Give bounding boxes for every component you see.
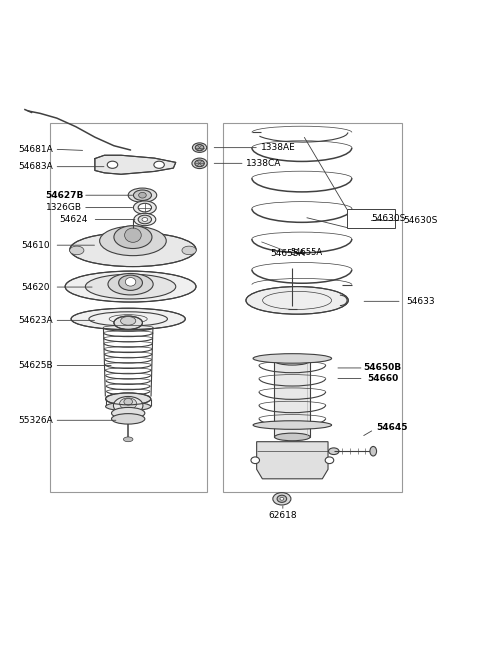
Bar (275, 361, 310, 437)
Text: 54624: 54624 (59, 215, 88, 224)
Ellipse shape (328, 448, 339, 455)
Ellipse shape (275, 433, 310, 441)
Ellipse shape (192, 143, 207, 153)
Ellipse shape (133, 190, 152, 200)
Text: 54645: 54645 (376, 423, 408, 432)
Ellipse shape (113, 396, 143, 415)
Ellipse shape (273, 493, 291, 505)
Polygon shape (95, 155, 176, 174)
Bar (49, 123, 207, 492)
Ellipse shape (120, 398, 137, 409)
Ellipse shape (128, 188, 157, 202)
Ellipse shape (107, 161, 118, 168)
Ellipse shape (106, 393, 151, 405)
Ellipse shape (108, 274, 153, 295)
Ellipse shape (138, 203, 152, 212)
Text: 54650B: 54650B (364, 364, 402, 373)
Ellipse shape (119, 275, 143, 290)
Ellipse shape (71, 309, 185, 329)
Ellipse shape (246, 287, 348, 314)
Ellipse shape (114, 226, 152, 248)
Ellipse shape (106, 402, 151, 411)
Text: 54610: 54610 (21, 240, 50, 250)
Ellipse shape (251, 457, 260, 464)
Text: 54683A: 54683A (18, 162, 53, 171)
Text: 54627B: 54627B (45, 191, 83, 200)
Text: 54655A: 54655A (290, 248, 322, 257)
Ellipse shape (114, 316, 143, 329)
Ellipse shape (154, 161, 164, 168)
Ellipse shape (70, 246, 84, 255)
Ellipse shape (182, 246, 196, 255)
Text: 54660: 54660 (367, 374, 398, 383)
Ellipse shape (124, 398, 132, 405)
Text: 1326GB: 1326GB (46, 203, 82, 212)
Ellipse shape (85, 274, 176, 299)
Text: 54630S: 54630S (371, 214, 405, 223)
Ellipse shape (123, 437, 133, 441)
Ellipse shape (370, 447, 377, 456)
Bar (223, 123, 402, 492)
Ellipse shape (195, 145, 204, 151)
Ellipse shape (134, 214, 156, 226)
Text: 54623A: 54623A (18, 316, 53, 325)
Ellipse shape (133, 201, 156, 214)
Text: 54630S: 54630S (404, 216, 438, 225)
Ellipse shape (138, 215, 152, 224)
Ellipse shape (70, 233, 196, 267)
Ellipse shape (125, 278, 136, 286)
Text: 1338AE: 1338AE (261, 143, 296, 152)
Ellipse shape (192, 158, 207, 168)
Text: 55326A: 55326A (18, 416, 53, 425)
Bar (347, 210, 395, 227)
Ellipse shape (325, 457, 334, 464)
Ellipse shape (139, 193, 146, 198)
Ellipse shape (111, 407, 145, 419)
Ellipse shape (253, 421, 332, 429)
Ellipse shape (65, 271, 196, 302)
Ellipse shape (142, 217, 148, 221)
Ellipse shape (195, 160, 204, 166)
Ellipse shape (280, 497, 284, 500)
Text: 54681A: 54681A (18, 145, 53, 153)
Text: 54655A: 54655A (270, 250, 305, 258)
Text: 54620: 54620 (21, 282, 49, 291)
Ellipse shape (100, 226, 166, 255)
Text: 54625B: 54625B (18, 361, 53, 370)
Text: 62618: 62618 (268, 511, 297, 520)
Ellipse shape (277, 495, 287, 502)
Ellipse shape (125, 228, 141, 242)
Ellipse shape (275, 356, 310, 365)
Ellipse shape (120, 316, 136, 325)
Ellipse shape (111, 413, 145, 424)
Text: 54633: 54633 (407, 297, 435, 306)
Ellipse shape (253, 354, 332, 363)
Text: 1338CA: 1338CA (246, 159, 281, 168)
Polygon shape (257, 441, 328, 479)
